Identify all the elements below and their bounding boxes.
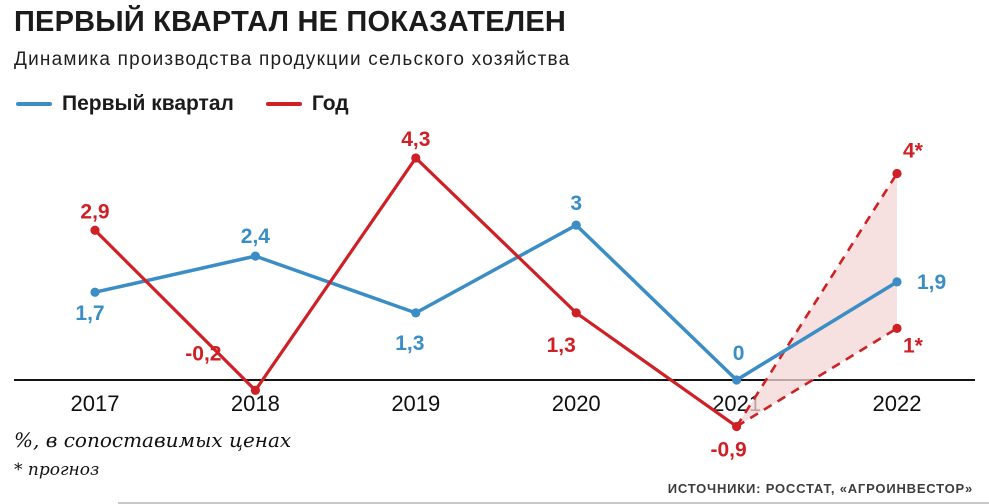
data-label: 2,9 — [80, 200, 109, 223]
data-label: 1,3 — [395, 332, 424, 355]
data-point — [732, 375, 742, 385]
chart-header: ПЕРВЫЙ КВАРТАЛ НЕ ПОКАЗАТЕЛЕН Динамика п… — [14, 6, 570, 71]
forecast-high-point — [892, 168, 902, 179]
data-label: 4,3 — [401, 128, 430, 151]
x-axis-label: 2022 — [873, 391, 922, 416]
data-point — [571, 220, 581, 230]
legend-swatch — [16, 102, 52, 106]
bottom-divider — [118, 502, 989, 504]
x-axis-label: 2018 — [231, 391, 280, 416]
forecast-footnote: * прогноз — [14, 460, 100, 480]
unit-note: %, в сопоставимых ценах — [14, 428, 292, 452]
data-point — [571, 308, 581, 318]
data-point — [250, 251, 260, 261]
legend-item-q1: Первый квартал — [16, 92, 234, 116]
data-point — [892, 277, 902, 287]
x-axis-label: 2017 — [71, 391, 120, 416]
data-point — [732, 421, 742, 432]
data-label: 1,3 — [547, 334, 576, 357]
forecast-high-line — [735, 172, 899, 428]
chart-subtitle: Динамика производства продукции сельског… — [14, 49, 571, 70]
data-point — [250, 385, 260, 395]
data-label: 3 — [570, 192, 582, 215]
forecast-low-label: 1* — [903, 334, 924, 357]
data-label: 0 — [733, 342, 745, 365]
data-point — [411, 308, 421, 318]
legend-label: Первый квартал — [62, 92, 234, 115]
data-label: -0,2 — [185, 342, 221, 365]
source-credit: ИСТОЧНИКИ: РОССТАТ, «АГРОИНВЕСТОР» — [667, 481, 973, 496]
legend-label: Год — [311, 92, 349, 115]
x-axis-label: 2019 — [391, 391, 440, 416]
data-label: -0,9 — [711, 438, 747, 461]
data-label: 1,7 — [75, 302, 104, 325]
chart-legend: Первый квартал Год — [16, 92, 349, 116]
data-label: 1,9 — [917, 271, 946, 294]
series-line-q1 — [93, 223, 899, 382]
data-label: 2,4 — [241, 225, 271, 248]
chart-title: ПЕРВЫЙ КВАРТАЛ НЕ ПОКАЗАТЕЛЕН — [14, 6, 566, 38]
data-point — [411, 153, 421, 163]
forecast-high-label: 4* — [903, 139, 924, 162]
x-axis-label: 2020 — [552, 391, 601, 416]
legend-item-year: Год — [265, 92, 349, 116]
forecast-low-point — [892, 323, 902, 333]
series-line-year — [93, 156, 739, 429]
data-point — [90, 287, 100, 297]
legend-swatch — [265, 102, 302, 106]
chart-notes: %, в сопоставимых ценах * прогноз — [14, 428, 291, 480]
data-point — [90, 225, 100, 235]
